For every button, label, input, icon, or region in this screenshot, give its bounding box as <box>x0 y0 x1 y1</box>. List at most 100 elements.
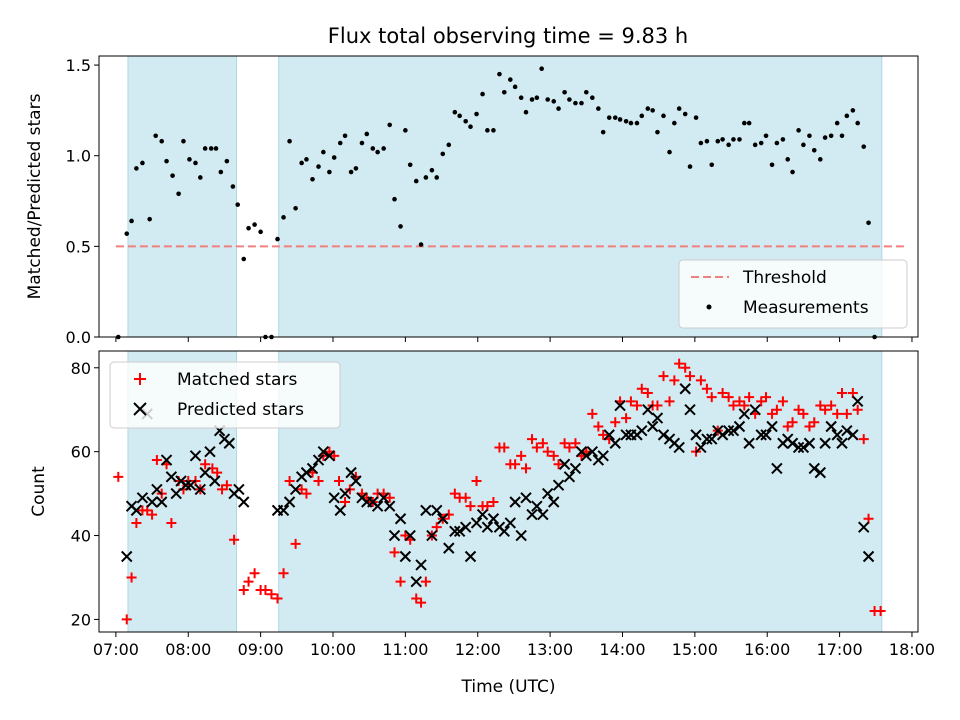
measurement-point <box>457 113 462 119</box>
measurement-point <box>208 146 214 151</box>
matched-point <box>777 396 788 407</box>
predicted-point <box>306 462 319 475</box>
measurement-point <box>676 106 682 111</box>
predicted-point <box>459 521 472 533</box>
matched-point <box>329 450 340 461</box>
measurement-point <box>375 149 380 155</box>
matched-point <box>238 585 249 596</box>
predicted-point <box>825 420 837 433</box>
matched-point <box>695 375 706 386</box>
measurement-point <box>796 128 801 133</box>
predicted-point <box>755 429 767 441</box>
x-tick-label: 13:00 <box>527 640 573 659</box>
predicted-point <box>808 462 820 475</box>
x-tick-label: 10:00 <box>310 640 356 659</box>
matched-point <box>395 576 406 587</box>
matched-point <box>531 442 542 453</box>
matched-point <box>384 492 395 503</box>
measurement-point <box>407 162 413 168</box>
predicted-point <box>541 487 554 500</box>
measurement-point <box>866 220 871 226</box>
measurement-point <box>353 166 359 171</box>
predicted-point <box>603 429 615 441</box>
predicted-point <box>464 550 477 563</box>
measurement-point <box>596 106 601 111</box>
matched-point <box>642 387 653 398</box>
predicted-point <box>706 433 718 445</box>
measurement-point <box>606 115 612 120</box>
measurement-point <box>501 89 507 95</box>
predicted-point <box>498 525 510 538</box>
predicted-point <box>569 462 582 475</box>
predicted-point <box>738 408 751 420</box>
matched-point <box>685 371 696 382</box>
predicted-point <box>420 504 432 517</box>
measurement-point <box>275 236 280 242</box>
measurement-point <box>252 222 257 227</box>
measurement-point <box>573 100 578 106</box>
predicted-point <box>504 517 517 529</box>
matched-point <box>488 496 499 507</box>
predicted-point <box>426 529 438 542</box>
predicted-point <box>334 504 346 517</box>
measurement-point <box>480 91 485 97</box>
measurement-point <box>790 169 795 175</box>
predicted-point <box>537 508 549 521</box>
predicted-point <box>597 450 609 462</box>
predicted-point <box>470 517 483 529</box>
matched-point <box>723 392 734 403</box>
measurement-point <box>224 158 230 164</box>
x-axis-label: Time (UTC) <box>461 677 556 697</box>
observing-interval <box>278 350 883 633</box>
predicted-point <box>165 471 178 483</box>
measurement-point <box>545 97 551 102</box>
matched-point <box>858 434 869 445</box>
predicted-point <box>449 525 461 538</box>
measurement-point <box>590 95 595 100</box>
x-tick-label: 18:00 <box>889 640 935 659</box>
matched-point <box>313 476 324 487</box>
predicted-point <box>277 504 290 517</box>
matched-point <box>739 400 750 411</box>
predicted-point <box>831 429 843 441</box>
legend-label: Matched stars <box>177 370 297 390</box>
predicted-point <box>851 395 864 408</box>
measurement-point <box>693 115 699 120</box>
matched-point <box>728 400 739 411</box>
measurement-point <box>579 100 584 106</box>
measurement-point <box>785 157 791 162</box>
matched-point <box>284 476 295 487</box>
predicted-point <box>642 404 654 416</box>
matched-point <box>706 392 717 403</box>
predicted-point <box>690 429 702 441</box>
matched-point <box>443 509 454 520</box>
x-tick-label: 14:00 <box>599 640 645 659</box>
matched-point <box>389 547 400 558</box>
x-tick-label: 12:00 <box>455 640 501 659</box>
measurement-point <box>485 128 490 133</box>
measurement-point <box>299 160 304 166</box>
matched-point <box>260 585 271 596</box>
measurement-point <box>512 84 518 90</box>
predicted-point <box>836 437 848 449</box>
predicted-point <box>847 429 859 441</box>
measurement-point <box>742 120 747 126</box>
legend-measurement-swatch <box>706 304 712 310</box>
measurement-point <box>134 166 139 171</box>
matched-point <box>126 572 137 583</box>
matched-point <box>717 387 728 398</box>
matched-point <box>131 517 142 528</box>
predicted-point <box>404 529 416 542</box>
matched-point <box>826 400 837 411</box>
measurement-point <box>746 120 752 126</box>
count-panel: 20 40 60 80 07:00 08:00 09:00 10:00 11:00 12:00 13… <box>29 350 935 697</box>
predicted-point <box>609 437 621 449</box>
y-axis-label: Count <box>29 466 49 517</box>
predicted-point <box>194 483 207 496</box>
measurement-point <box>634 120 640 126</box>
measurement-point <box>124 231 130 236</box>
measurement-point <box>140 160 145 166</box>
predicted-point <box>733 420 746 433</box>
predicted-point <box>548 496 560 508</box>
